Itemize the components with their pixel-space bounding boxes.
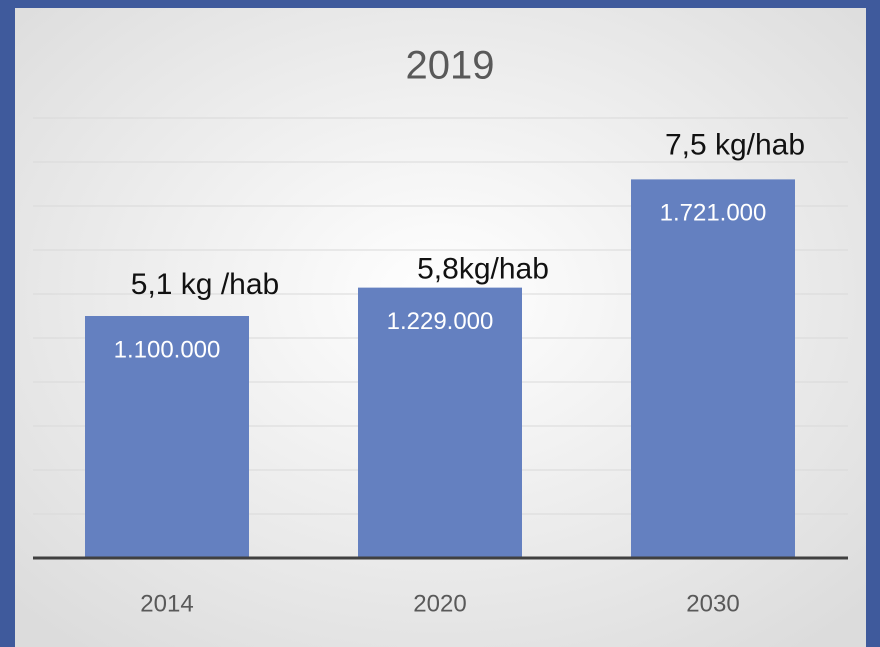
bar <box>358 287 522 558</box>
value-label: 1.229.000 <box>387 308 494 335</box>
annotation: 7,5 kg/hab <box>665 128 805 161</box>
annotation: 5,8kg/hab <box>417 253 549 286</box>
bar <box>631 179 795 558</box>
x-tick-label: 2020 <box>413 590 466 617</box>
x-tick-label: 2014 <box>140 590 193 617</box>
annotation: 5,1 kg /hab <box>131 268 279 301</box>
bar <box>85 316 249 558</box>
value-label: 1.100.000 <box>114 336 221 363</box>
value-label: 1.721.000 <box>660 200 767 227</box>
x-tick-label: 2030 <box>686 590 739 617</box>
chart-title: 2019 <box>406 44 495 88</box>
